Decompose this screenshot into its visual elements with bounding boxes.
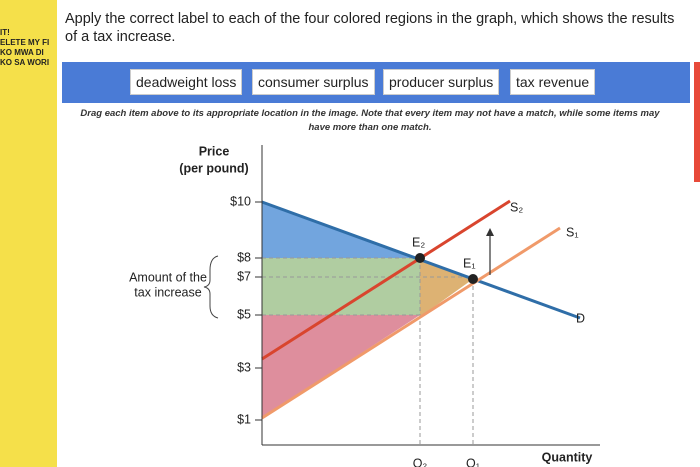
- drag-label[interactable]: producer surplus: [383, 69, 500, 95]
- point-label: E₂: [412, 235, 425, 249]
- demand-curve: [261, 200, 581, 320]
- curve-label: D: [576, 311, 585, 325]
- quantity-label: Q₂: [413, 456, 428, 467]
- equilibrium-point: [468, 274, 478, 284]
- label-bank: deadweight loss consumer surplus produce…: [62, 62, 690, 103]
- y-axis-label: (per pound): [179, 161, 248, 175]
- price-label: $3: [237, 360, 251, 374]
- supply-curve-2: [261, 199, 511, 361]
- sidebar: IT! ELETE MY FI KO MWA DI KO SA WORI: [0, 0, 57, 467]
- question: Apply the correct label to each of the f…: [65, 11, 675, 45]
- price-label: $5: [237, 307, 251, 321]
- edge-bar: [694, 62, 700, 182]
- price-label: $10: [230, 194, 251, 208]
- point-label: E₁: [463, 256, 476, 270]
- sidebar-line: KO SA WORI: [0, 58, 50, 67]
- equilibrium-point: [415, 253, 425, 263]
- price-label: $8: [237, 250, 251, 264]
- region-pink: [262, 315, 420, 418]
- supply-curve-1: [261, 226, 561, 420]
- curve-label: S₂: [510, 200, 523, 214]
- x-axis-label: Quantity: [542, 450, 593, 464]
- shift-arrow-head: [486, 228, 494, 236]
- region-green: [262, 258, 420, 315]
- sidebar-line: IT!: [0, 28, 10, 37]
- price-label: $7: [237, 269, 251, 283]
- bracket-label: Amount of the: [129, 270, 207, 284]
- region-orange: [420, 258, 473, 317]
- region-blue: [262, 202, 420, 258]
- price-label: $1: [237, 412, 251, 426]
- curve-label: S₁: [566, 225, 579, 239]
- instructions: Drag each item above to its appropriate …: [80, 108, 660, 133]
- bracket: [203, 255, 219, 319]
- drag-label[interactable]: deadweight loss: [130, 69, 243, 95]
- sidebar-line: ELETE MY FI: [0, 38, 50, 47]
- quantity-label: Q₁: [466, 456, 480, 467]
- drag-label[interactable]: tax revenue: [510, 69, 596, 95]
- bracket-label: tax increase: [134, 285, 201, 299]
- y-axis-label: Price: [199, 144, 230, 158]
- drag-label[interactable]: consumer surplus: [252, 69, 375, 95]
- sidebar-line: KO MWA DI: [0, 48, 44, 57]
